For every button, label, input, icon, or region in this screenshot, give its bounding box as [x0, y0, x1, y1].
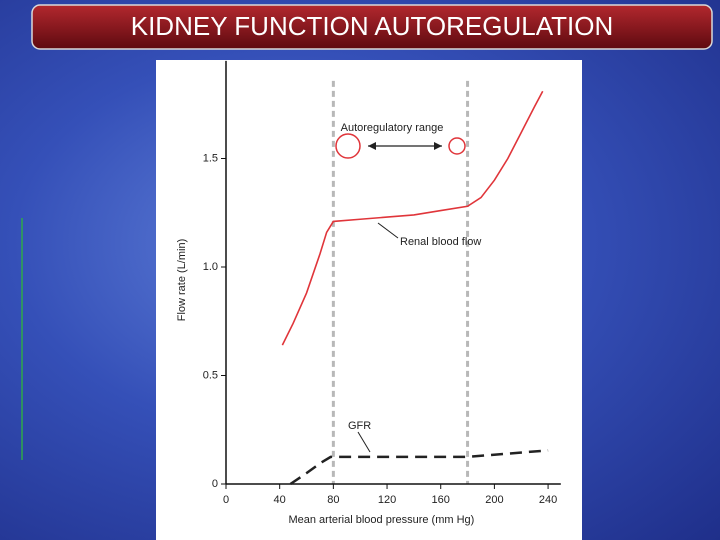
- series-label: Renal blood flow: [400, 236, 481, 248]
- range-arrow-head: [368, 142, 442, 150]
- y-axis-label: Flow rate (L/min): [176, 239, 188, 322]
- label-pointer: [377, 222, 399, 239]
- x-tick-label: 200: [485, 494, 503, 506]
- x-tick-label: 40: [274, 494, 286, 506]
- x-tick-label: 120: [378, 494, 396, 506]
- title-bar: [31, 4, 713, 50]
- x-axis-label: Mean arterial blood pressure (mm Hg): [288, 514, 474, 526]
- y-tick-label: 0: [212, 478, 218, 490]
- y-tick-label: 1.0: [203, 261, 218, 273]
- y-tick-label: 0.5: [203, 369, 218, 381]
- x-tick-label: 160: [432, 494, 450, 506]
- slide-title: KIDNEY FUNCTION AUTOREGULATION: [131, 11, 614, 41]
- x-tick-label: 240: [539, 494, 557, 506]
- series-line: [281, 90, 544, 346]
- series-label: GFR: [348, 420, 371, 432]
- range-circle: [448, 137, 466, 155]
- range-circle: [335, 133, 361, 159]
- series-line: [289, 449, 549, 486]
- y-tick-label: 1.5: [203, 152, 218, 164]
- x-tick-label: 0: [223, 494, 229, 506]
- label-pointer: [357, 431, 371, 453]
- annotation: Autoregulatory range: [341, 122, 444, 134]
- chart-panel: [156, 60, 582, 540]
- x-tick-label: 80: [327, 494, 339, 506]
